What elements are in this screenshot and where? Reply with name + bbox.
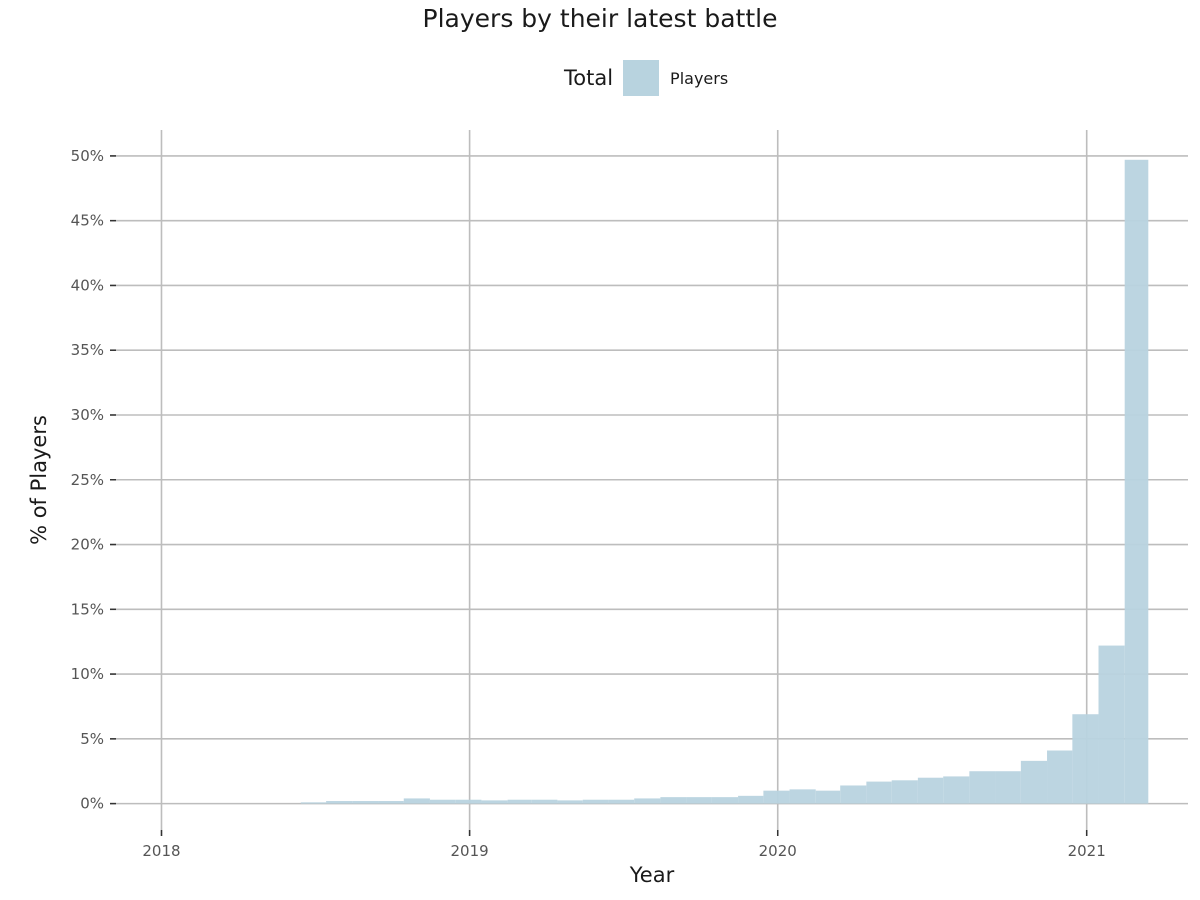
bar — [1098, 645, 1125, 804]
bar — [531, 799, 558, 804]
bar — [711, 797, 739, 804]
bar — [481, 800, 508, 804]
y-tick-label: 40% — [71, 276, 104, 294]
x-axis-title: Year — [629, 863, 675, 887]
bar-series — [300, 159, 1149, 804]
bar — [455, 799, 482, 804]
y-tick-label: 30% — [71, 406, 104, 424]
y-tick-label: 35% — [71, 341, 104, 359]
bar — [507, 799, 532, 804]
y-tick-label: 45% — [71, 212, 104, 230]
legend-label: Players — [670, 68, 729, 88]
y-axis-title: % of Players — [27, 415, 51, 545]
bar — [326, 801, 353, 804]
y-tick-label: 10% — [71, 665, 104, 683]
bar — [429, 799, 456, 804]
axis-ticks: 0% 5% 10% 15% 20% 25% 30% 35% 40% 45% 50% 2018 2019 2… — [71, 147, 1106, 860]
x-tick-label: 2018 — [142, 842, 180, 860]
legend-swatch — [623, 60, 660, 96]
bar — [403, 798, 430, 804]
bar — [660, 797, 687, 804]
x-tick-label: 2021 — [1068, 842, 1106, 860]
bar — [866, 781, 892, 804]
y-tick-label: 50% — [71, 147, 104, 165]
bar — [1047, 750, 1073, 804]
legend: Total Players — [564, 60, 728, 96]
bar — [634, 798, 661, 804]
bar — [300, 802, 327, 804]
bar — [815, 790, 841, 804]
bar — [1020, 760, 1048, 804]
bar — [969, 771, 996, 804]
bar — [557, 800, 583, 804]
bar — [789, 789, 816, 804]
chart-title: Players by their latest battle — [422, 4, 778, 33]
y-tick-label: 25% — [71, 471, 104, 489]
legend-title: Total — [564, 66, 614, 90]
x-tick-label: 2020 — [759, 842, 797, 860]
y-tick-label: 20% — [71, 536, 104, 554]
bar — [995, 771, 1021, 804]
bar — [763, 790, 790, 804]
bar — [686, 797, 712, 804]
bar — [891, 780, 918, 804]
bar — [840, 785, 867, 804]
bar — [582, 799, 609, 804]
bar — [1124, 159, 1149, 804]
bar — [738, 795, 764, 804]
grid-lines — [110, 130, 1188, 836]
bar — [352, 801, 379, 804]
bar — [917, 777, 944, 804]
bar — [608, 799, 635, 804]
bar — [378, 801, 404, 804]
bar — [1072, 714, 1099, 804]
x-tick-label: 2019 — [451, 842, 489, 860]
y-tick-label: 5% — [80, 730, 104, 748]
bar — [943, 776, 970, 804]
y-tick-label: 15% — [71, 600, 104, 618]
y-tick-label: 0% — [80, 795, 104, 813]
